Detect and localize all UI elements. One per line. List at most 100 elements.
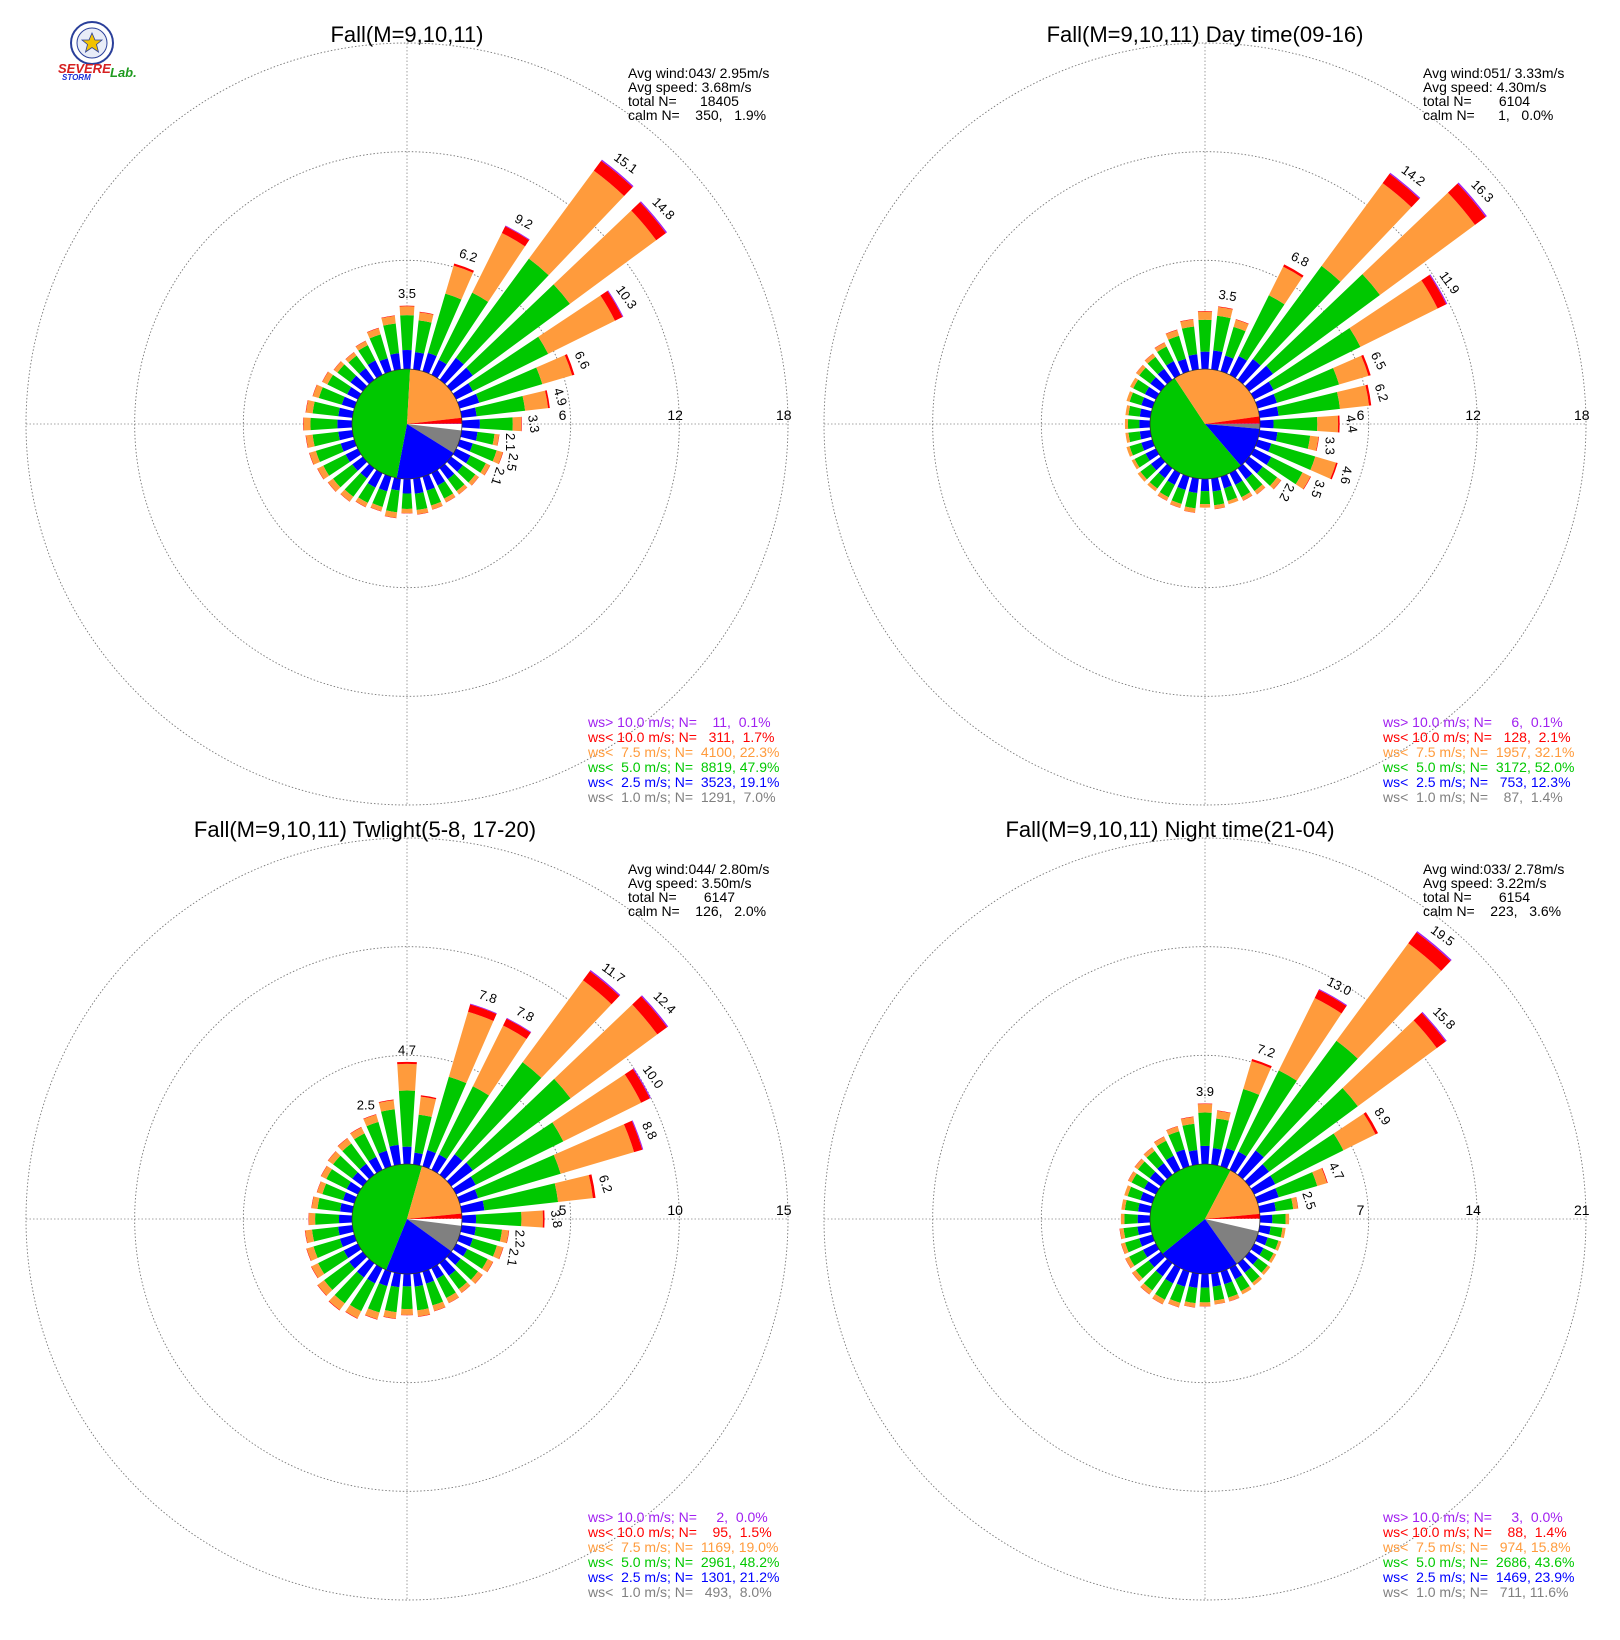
stat-total: total N= 6154 [1423, 889, 1530, 905]
bar-segment-200-lt7_5 [1170, 500, 1182, 508]
bar-segment-190-lt5 [386, 489, 400, 513]
bar-segment-270-lt2_5 [1137, 1214, 1151, 1224]
bar-segment-70-lt2_5 [1255, 1188, 1279, 1204]
bar-segment-20-lt7_5 [445, 265, 474, 300]
bar-segment-110-lt5 [469, 1238, 497, 1257]
bar-segment-30-lt7_5 [1268, 266, 1303, 305]
bar-segment-210-lt5 [358, 483, 376, 503]
bar-segment-250-lt2_5 [339, 1234, 357, 1248]
bar-segment-120-lt5 [466, 455, 486, 473]
bar-segment-200-lt2_5 [1176, 1269, 1190, 1287]
bar-segment-320-lt7_5 [1143, 1147, 1155, 1158]
bar-segment-20-lt2_5 [1220, 355, 1234, 374]
bar-value-label: 4.6 [1338, 465, 1356, 485]
bar-segment-170-lt5 [1212, 490, 1225, 506]
bar-segment-320-lt2_5 [1157, 1163, 1173, 1180]
pie-outline [1149, 368, 1261, 480]
bar-value-label: 3.5 [398, 286, 416, 301]
bar-segment-310-lt7_5 [328, 1151, 341, 1165]
ring-tick-label: 12 [1465, 407, 1481, 423]
bar-segment-80-lt5 [482, 1183, 559, 1211]
legend-entry-lt1: ws< 1.0 m/s; N= 1291, 7.0% [587, 789, 776, 805]
bar-segment-160-lt7_5 [432, 1301, 446, 1311]
bar-segment-250-lt2_5 [1139, 1234, 1155, 1247]
stat-avg_wind: Avg wind:043/ 2.95m/s [628, 65, 769, 81]
bar-segment-0-lt7_5 [399, 306, 415, 316]
bar-segment-0-lt2_5 [1200, 1145, 1210, 1165]
bar-segment-0-lt2_5 [402, 1146, 412, 1165]
bar-segment-0-lt7_5 [397, 1063, 417, 1091]
bar-segment-40-lt2_5 [1237, 1150, 1264, 1180]
bar-segment-110-lt2_5 [457, 1234, 473, 1247]
bar-segment-140-lt5 [448, 1270, 468, 1290]
bar-segment-320-lt5 [342, 1143, 367, 1170]
bar-segment-20-lt10 [467, 1004, 497, 1022]
bar-segment-10-lt5 [1213, 315, 1231, 353]
pie-slice-calm_pie [407, 1219, 462, 1226]
bar-segment-300-lt5 [326, 1169, 351, 1190]
bar-segment-20-lt5 [427, 293, 462, 357]
bar-segment-350-lt10 [1180, 318, 1194, 322]
bar-segment-220-lt2_5 [1155, 1258, 1173, 1277]
bar-segment-300-lt5 [1131, 1173, 1149, 1189]
bar-segment-90-lt2_5 [461, 419, 480, 429]
bar-segment-140-lt7_5 [1254, 484, 1266, 495]
bar-value-label: 2.2 [513, 1230, 528, 1248]
ring-tick-label: 12 [667, 407, 683, 423]
bar-segment-270-lt5 [1124, 1213, 1138, 1225]
bar-segment-200-lt2_5 [378, 1269, 392, 1287]
bar-segment-330-lt7_5 [355, 341, 368, 351]
bar-segment-130-lt10 [471, 476, 479, 486]
bar-segment-340-lt2_5 [1177, 358, 1190, 374]
bar-segment-330-lt7_5 [1154, 1136, 1167, 1147]
bar-segment-60-lt10 [1363, 1112, 1379, 1135]
legend-entry-lt5: ws< 5.0 m/s; N= 2961, 48.2% [587, 1554, 779, 1570]
bar-segment-180-lt7_5 [401, 508, 413, 514]
bar-segment-150-lt10 [445, 496, 456, 503]
bar-segment-40-lt2_5 [439, 1154, 463, 1180]
bar-segment-210-lt5 [1159, 480, 1175, 498]
legend-entry-gt10: ws> 10.0 m/s; N= 2, 0.0% [587, 1509, 768, 1525]
bar-segment-30-lt5 [438, 292, 489, 365]
bar-segment-20-lt5 [1225, 1089, 1260, 1152]
bar-segment-320-lt10 [345, 352, 355, 360]
bar-segment-160-lt2_5 [1220, 1269, 1233, 1285]
bar-segment-270-lt10 [303, 417, 304, 431]
bar-segment-190-lt10 [384, 515, 397, 519]
bar-segment-50-lt2_5 [1244, 1164, 1270, 1187]
bar-segment-230-lt10 [327, 482, 337, 492]
bar-segment-30-lt2_5 [431, 359, 447, 379]
bar-segment-350-lt10 [1180, 1116, 1194, 1120]
bar-segment-110-lt5 [469, 443, 497, 462]
bar-segment-140-lt10 [1256, 487, 1266, 495]
bar-segment-200-lt7_5 [365, 1308, 380, 1320]
bar-segment-100-lt7_5 [492, 433, 500, 446]
bar-segment-210-lt2_5 [367, 469, 383, 488]
bar-segment-20-lt7_5 [1243, 1061, 1271, 1095]
bar-segment-20-lt7_5 [1233, 319, 1249, 332]
bar-segment-250-lt2_5 [1141, 439, 1155, 451]
bar-segment-290-lt10 [316, 1181, 322, 1193]
bar-segment-90-lt7_5 [1285, 1213, 1290, 1225]
bar-segment-230-lt7_5 [1132, 1270, 1143, 1282]
bar-segment-270-lt2_5 [1139, 419, 1151, 429]
bar-segment-50-gt10 [641, 995, 669, 1028]
bar-segment-190-lt5 [1185, 491, 1198, 509]
bar-segment-0-lt5 [1198, 1112, 1212, 1146]
bar-segment-10-lt5 [415, 320, 432, 354]
bar-segment-60-lt7_5 [552, 1074, 642, 1142]
bar-segment-280-lt5 [1124, 1200, 1140, 1212]
bar-segment-70-lt7_5 [553, 1124, 635, 1174]
bar-segment-160-lt7_5 [1228, 1294, 1240, 1302]
grid-ring [1040, 259, 1370, 589]
bar-segment-280-lt7_5 [1125, 405, 1131, 416]
bar-segment-60-lt5 [470, 1122, 564, 1185]
bar-segment-290-lt2_5 [1141, 397, 1155, 409]
bar-segment-260-lt7_5 [1119, 1228, 1126, 1240]
bar-segment-290-lt2_5 [341, 396, 357, 409]
bar-segment-190-lt7_5 [1184, 506, 1196, 513]
bar-segment-80-lt5 [1277, 392, 1341, 416]
bar-segment-170-lt5 [414, 492, 428, 510]
bar-segment-90-lt10 [1337, 415, 1340, 433]
bar-segment-10-lt10 [1218, 306, 1233, 310]
